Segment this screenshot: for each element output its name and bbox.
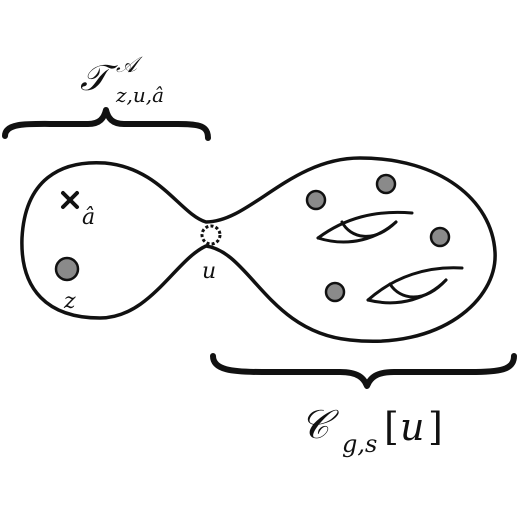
- bottom-label: 𝒞 g,s [ u ]: [300, 402, 443, 458]
- top-label: 𝒯 𝒜 z,u,â: [80, 53, 164, 107]
- bottom-label-open-bracket: [: [384, 405, 399, 449]
- bottom-curly-brace: [210, 353, 517, 389]
- bottom-label-close-bracket: ]: [428, 405, 443, 449]
- puncture-z-icon: [54, 256, 80, 282]
- bottom-label-argument: u: [400, 405, 424, 449]
- puncture-icon: [429, 226, 451, 248]
- cross-mark-icon: [61, 191, 79, 209]
- surface-outline: [20, 156, 497, 343]
- top-label-subscript: z,u,â: [115, 83, 164, 107]
- genus-handle-1: [316, 210, 414, 244]
- puncture-icon: [305, 189, 327, 211]
- node-u-icon: [200, 224, 222, 246]
- puncture-icon: [375, 173, 397, 195]
- marked-point-z-label: z: [63, 289, 76, 314]
- top-curly-brace: [2, 107, 211, 141]
- top-label-superscript: 𝒜: [116, 53, 143, 78]
- top-label-symbol: 𝒯: [80, 58, 118, 99]
- marked-point-a-label: â: [82, 205, 95, 230]
- node-u-label: u: [202, 259, 216, 284]
- genus-handle-2: [366, 266, 464, 305]
- bottom-label-symbol: 𝒞: [300, 402, 339, 448]
- puncture-icon: [324, 281, 346, 303]
- bottom-label-subscript: g,s: [342, 430, 377, 458]
